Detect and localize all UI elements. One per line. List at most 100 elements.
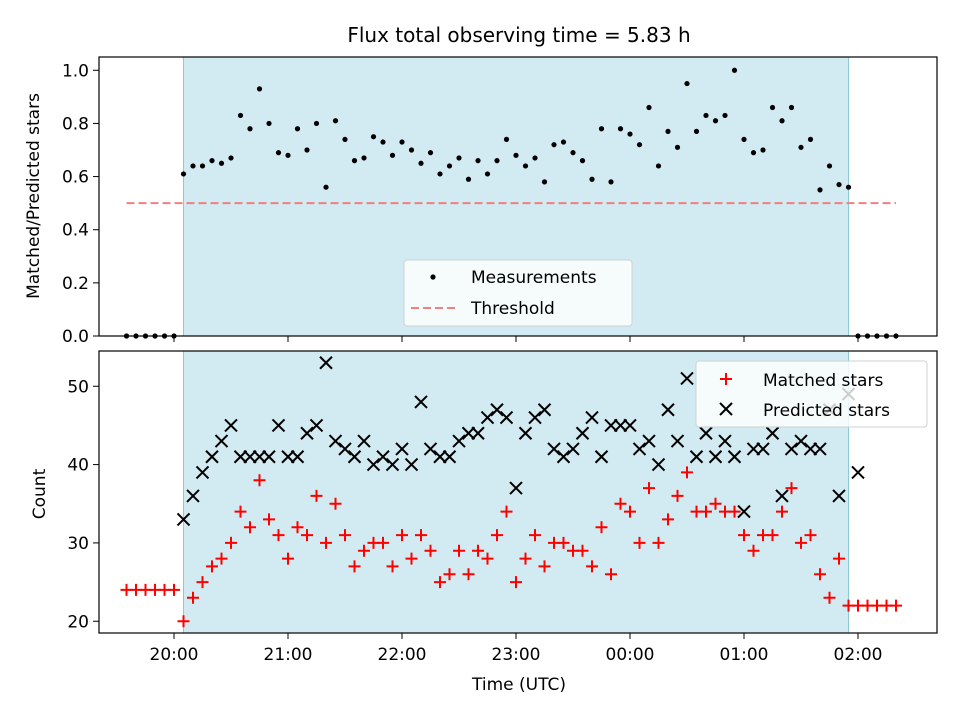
predicted-star-point — [309, 418, 324, 433]
matched-star-point — [434, 576, 446, 589]
matched-star-point — [339, 529, 351, 542]
matched-star-point — [215, 552, 228, 565]
legend-predicted-marker — [719, 402, 733, 416]
matched-star-point — [538, 560, 551, 573]
measurement-point — [256, 86, 263, 92]
top-plot-frame — [98, 56, 938, 337]
predicted-star-point — [756, 442, 770, 456]
matched-star-point — [576, 544, 589, 557]
predicted-star-point — [452, 434, 466, 448]
bottom-legend: Matched stars Predicted stars — [695, 360, 928, 428]
measurement-point — [389, 152, 396, 158]
matched-star-point — [814, 568, 826, 581]
predicted-star-point — [670, 434, 685, 448]
measurement-point — [798, 144, 804, 150]
predicted-star-point — [252, 450, 267, 464]
top-y-axis-label: Matched/Predicted stars — [24, 93, 44, 299]
predicted-star-point — [461, 426, 476, 440]
measurement-point — [788, 104, 795, 111]
measurement-point — [199, 163, 206, 169]
matched-star-point — [671, 489, 684, 502]
predicted-star-point — [442, 450, 457, 464]
matched-star-point — [282, 552, 294, 565]
predicted-star-point — [224, 418, 238, 433]
measurement-point — [608, 179, 614, 185]
predicted-star-point — [347, 450, 362, 464]
measurement-point — [845, 184, 852, 190]
bottom-plot-frame — [98, 350, 938, 634]
predicted-star-point — [556, 450, 571, 464]
top-chart-title: Flux total observing time = 5.83 h — [347, 23, 690, 47]
measurement-point — [684, 80, 690, 87]
matched-star-point — [301, 529, 313, 542]
legend-matched-marker — [720, 373, 732, 385]
predicted-star-point — [404, 457, 419, 472]
predicted-star-point — [214, 434, 229, 448]
bottom-y-tick-label: 50 — [67, 377, 89, 397]
predicted-star-point — [271, 418, 286, 433]
predicted-star-point — [708, 450, 723, 464]
matched-star-point — [253, 474, 266, 487]
matched-star-point — [481, 552, 494, 565]
matched-star-point — [443, 568, 456, 581]
measurement-point — [541, 179, 548, 185]
bottom-x-ticks: 20:00 21:00 22:00 23:00 00:00 01:00 02:00 — [150, 633, 883, 665]
matched-star-point — [177, 615, 190, 628]
matched-star-point — [643, 482, 655, 495]
measurement-point — [494, 158, 500, 164]
predicted-stars-points — [176, 356, 865, 527]
measurement-point — [294, 126, 301, 132]
bottom-y-axis-label: Count — [30, 468, 50, 519]
bottom-y-tick-label: 40 — [67, 456, 89, 476]
bottom-legend-box — [695, 360, 928, 428]
top-panel: Flux total observing time = 5.83 h Match… — [24, 23, 938, 347]
measurement-point — [731, 67, 738, 73]
top-y-tick-label: 0.8 — [62, 114, 89, 134]
legend-matched-label: Matched stars — [763, 371, 883, 391]
predicted-star-point — [319, 356, 333, 370]
measurement-point — [361, 155, 367, 161]
predicted-star-point — [737, 504, 751, 519]
matched-star-point — [320, 536, 332, 549]
measurement-point — [836, 181, 842, 188]
measurement-point — [342, 136, 348, 142]
predicted-star-point — [423, 442, 438, 456]
matched-star-point — [529, 529, 541, 542]
predicted-star-point — [366, 457, 381, 472]
predicted-star-point — [718, 434, 732, 448]
matched-star-point — [700, 505, 712, 518]
predicted-star-point — [186, 489, 200, 503]
x-tick-label: 01:00 — [720, 645, 769, 665]
matched-stars-points — [120, 466, 902, 628]
measurement-point — [304, 147, 310, 153]
measurement-point — [332, 118, 339, 124]
measurement-point — [532, 155, 538, 161]
x-tick-label: 21:00 — [264, 645, 313, 665]
matched-star-point — [890, 599, 902, 612]
matched-star-point — [187, 591, 199, 604]
measurement-point — [266, 120, 272, 127]
measurement-point — [190, 163, 196, 169]
predicted-star-point — [661, 403, 675, 417]
x-tick-label: 00:00 — [606, 645, 655, 665]
predicted-star-point — [727, 450, 742, 464]
measurement-point — [418, 160, 424, 166]
matched-star-point — [405, 552, 418, 565]
measurement-point — [636, 142, 643, 148]
predicted-star-point — [243, 450, 257, 464]
matched-star-point — [785, 482, 798, 495]
measurement-point — [209, 158, 215, 164]
predicted-star-point — [395, 442, 409, 456]
matched-star-point — [491, 529, 503, 542]
matched-star-point — [263, 513, 275, 526]
measurement-point — [760, 147, 766, 153]
predicted-star-point — [566, 442, 580, 456]
matched-star-point — [833, 552, 845, 565]
matched-star-point — [386, 560, 399, 573]
predicted-star-point — [547, 442, 561, 456]
top-x-ticks — [173, 336, 859, 342]
predicted-star-point — [765, 426, 780, 440]
predicted-star-point — [262, 450, 276, 464]
predicted-star-point — [414, 395, 428, 409]
